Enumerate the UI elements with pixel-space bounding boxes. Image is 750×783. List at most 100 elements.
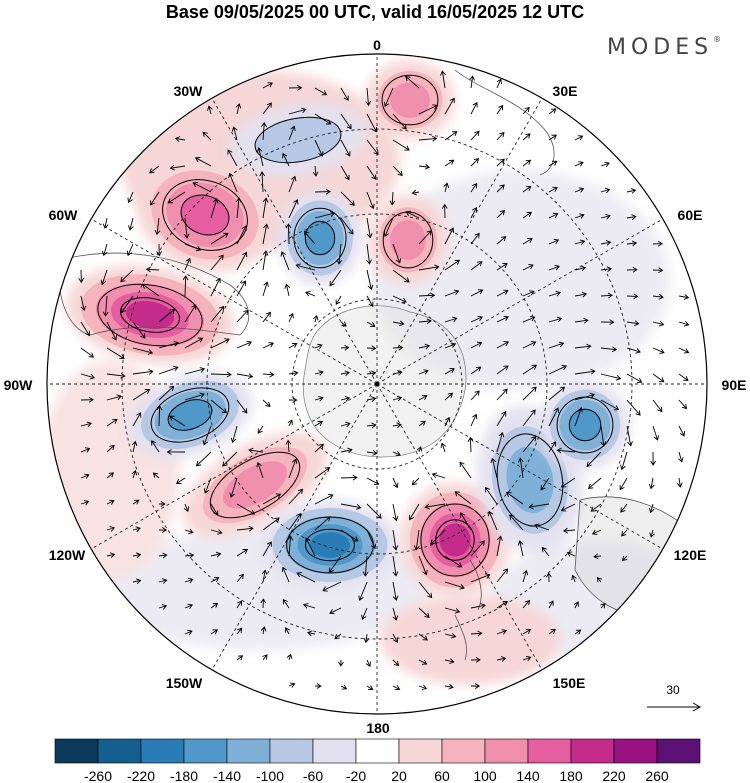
wind-arrow bbox=[496, 184, 505, 193]
wind-arrow bbox=[621, 529, 628, 537]
wind-arrow bbox=[340, 503, 362, 510]
wind-arrow bbox=[392, 295, 407, 304]
wind-arrow bbox=[548, 290, 561, 297]
wind-arrow bbox=[444, 159, 455, 167]
wind-arrow bbox=[203, 477, 212, 494]
wind-arrow bbox=[392, 685, 401, 691]
wind-arrow bbox=[303, 230, 316, 245]
wind-arrow bbox=[336, 243, 343, 265]
wind-arrow bbox=[132, 347, 154, 355]
wind-arrow bbox=[418, 555, 428, 576]
wind-arrow bbox=[470, 366, 482, 375]
wind-arrow bbox=[366, 165, 377, 180]
wind-arrow bbox=[600, 213, 611, 220]
wind-arrow bbox=[340, 529, 359, 542]
anomaly-center bbox=[136, 158, 274, 272]
colorbar-cell bbox=[140, 738, 185, 764]
background-tint bbox=[380, 595, 560, 685]
wind-arrow bbox=[184, 243, 202, 252]
wind-arrow bbox=[444, 342, 457, 349]
wind-arrow bbox=[296, 572, 316, 583]
wind-arrow bbox=[227, 149, 238, 167]
wind-arrow bbox=[444, 368, 455, 375]
wind-arrow bbox=[256, 147, 264, 167]
colorbar-cell bbox=[312, 738, 357, 764]
anomaly-center bbox=[228, 103, 368, 177]
wind-arrow bbox=[288, 312, 294, 323]
wind-arrow bbox=[470, 390, 480, 401]
wind-arrow bbox=[444, 555, 463, 568]
wind-arrow bbox=[366, 243, 372, 265]
wind-arrow bbox=[405, 210, 420, 219]
wind-arrow bbox=[329, 269, 342, 287]
wind-arrow bbox=[678, 347, 690, 354]
contour-lines bbox=[97, 74, 614, 577]
wind-arrow bbox=[127, 191, 134, 204]
wind-arrow bbox=[444, 227, 455, 245]
wind-arrow bbox=[444, 259, 461, 271]
wind-arrow bbox=[496, 629, 508, 635]
wind-arrow bbox=[505, 491, 524, 505]
wind-arrow bbox=[591, 529, 602, 535]
wind-arrow bbox=[418, 394, 428, 401]
anomaly-shade bbox=[390, 82, 430, 118]
wind-arrow bbox=[560, 503, 576, 512]
wind-arrow bbox=[287, 419, 293, 427]
wind-arrow bbox=[562, 527, 576, 534]
wind-arrow bbox=[322, 581, 342, 592]
wind-arrow bbox=[236, 627, 243, 635]
wind-arrow bbox=[496, 131, 505, 141]
wind-arrow bbox=[210, 198, 219, 219]
wind-arrow bbox=[288, 682, 296, 688]
wind-arrow bbox=[262, 250, 269, 271]
wind-arrow bbox=[678, 425, 685, 437]
brand-name: MODES bbox=[607, 35, 714, 60]
wind-arrow bbox=[620, 503, 628, 513]
wind-arrow bbox=[392, 529, 399, 551]
wind-arrow bbox=[262, 541, 272, 557]
wind-arrow bbox=[262, 281, 269, 297]
wind-arrow bbox=[366, 139, 379, 156]
wind-arrow bbox=[106, 321, 117, 341]
meridian-line bbox=[376, 383, 664, 550]
wind-arrow bbox=[80, 473, 90, 479]
wind-arrow bbox=[600, 240, 612, 246]
wind-arrow bbox=[652, 347, 665, 354]
wind-arrow bbox=[210, 629, 218, 635]
wind-arrow bbox=[362, 555, 369, 577]
wind-arrow bbox=[678, 399, 688, 410]
wind-arrow bbox=[619, 477, 628, 491]
wind-arrow bbox=[262, 342, 274, 349]
wind-arrow bbox=[100, 269, 108, 286]
wind-arrow bbox=[106, 418, 118, 427]
wind-arrow bbox=[470, 289, 484, 297]
wind-arrow bbox=[175, 477, 186, 485]
wind-arrow bbox=[566, 551, 576, 557]
wind-arrow bbox=[496, 411, 507, 427]
reference-vector-label: 30 bbox=[666, 683, 680, 697]
anomaly-contour bbox=[97, 283, 203, 347]
wind-arrow bbox=[366, 685, 374, 691]
wind-arrow bbox=[470, 101, 478, 115]
meridian-line bbox=[90, 218, 378, 385]
wind-arrow bbox=[534, 523, 550, 531]
colorbar-cell bbox=[183, 738, 228, 764]
wind-arrow bbox=[522, 238, 533, 245]
wind-arrow bbox=[340, 87, 349, 101]
wind-arrow bbox=[236, 503, 256, 515]
wind-arrow bbox=[470, 341, 483, 349]
wind-arrow bbox=[260, 598, 267, 609]
registered-mark: ® bbox=[713, 35, 722, 44]
wind-arrow bbox=[340, 139, 351, 157]
wind-arrow bbox=[184, 392, 205, 401]
wind-arrow bbox=[194, 157, 212, 167]
wind-arrow bbox=[600, 603, 606, 609]
wind-arrow bbox=[80, 295, 87, 312]
wind-arrow bbox=[600, 373, 622, 381]
wind-arrow bbox=[328, 555, 342, 573]
lon-label-60w: 60W bbox=[49, 207, 79, 223]
wind-arrow bbox=[490, 457, 498, 479]
anomaly-center bbox=[540, 380, 630, 470]
wind-arrow bbox=[288, 199, 299, 219]
